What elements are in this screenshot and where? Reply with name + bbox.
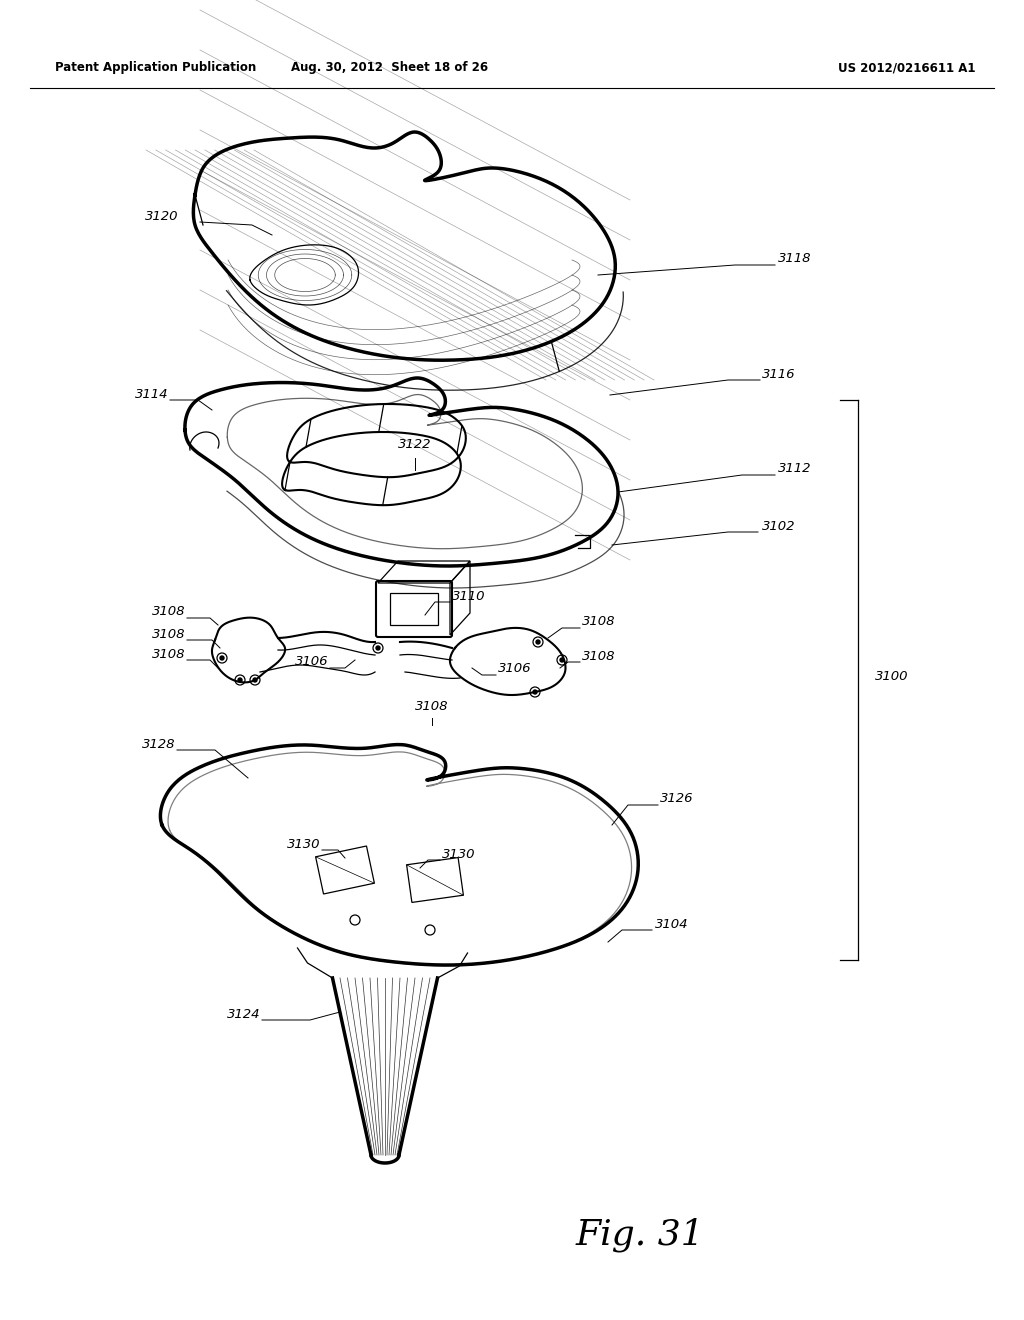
Text: 3120: 3120 xyxy=(144,210,178,223)
Text: 3108: 3108 xyxy=(152,648,185,661)
Text: 3108: 3108 xyxy=(582,615,615,628)
Text: US 2012/0216611 A1: US 2012/0216611 A1 xyxy=(838,62,975,74)
Text: 3116: 3116 xyxy=(762,368,796,381)
Circle shape xyxy=(560,657,564,663)
Text: 3102: 3102 xyxy=(762,520,796,533)
Circle shape xyxy=(534,690,537,694)
Text: 3108: 3108 xyxy=(152,605,185,618)
Text: 3104: 3104 xyxy=(655,917,688,931)
Text: 3106: 3106 xyxy=(498,663,531,675)
Text: 3130: 3130 xyxy=(442,847,475,861)
Text: 3106: 3106 xyxy=(295,655,328,668)
Text: 3128: 3128 xyxy=(141,738,175,751)
Circle shape xyxy=(253,678,257,682)
Text: 3122: 3122 xyxy=(398,438,432,451)
FancyBboxPatch shape xyxy=(376,581,452,638)
Text: 3108: 3108 xyxy=(416,700,449,713)
Bar xyxy=(390,593,438,624)
Text: 3108: 3108 xyxy=(152,628,185,642)
Text: Fig. 31: Fig. 31 xyxy=(575,1218,705,1253)
Text: 3124: 3124 xyxy=(226,1008,260,1020)
Circle shape xyxy=(220,656,224,660)
Text: 3112: 3112 xyxy=(778,462,811,475)
Circle shape xyxy=(536,640,540,644)
Text: 3100: 3100 xyxy=(874,671,908,682)
Text: 3110: 3110 xyxy=(452,590,485,603)
Text: Aug. 30, 2012  Sheet 18 of 26: Aug. 30, 2012 Sheet 18 of 26 xyxy=(292,62,488,74)
Text: 3114: 3114 xyxy=(134,388,168,401)
Circle shape xyxy=(238,678,242,682)
Circle shape xyxy=(376,645,380,649)
Text: Patent Application Publication: Patent Application Publication xyxy=(55,62,256,74)
Text: 3130: 3130 xyxy=(287,838,319,851)
Text: 3126: 3126 xyxy=(660,792,693,805)
Text: 3118: 3118 xyxy=(778,252,811,265)
Text: 3108: 3108 xyxy=(582,649,615,663)
